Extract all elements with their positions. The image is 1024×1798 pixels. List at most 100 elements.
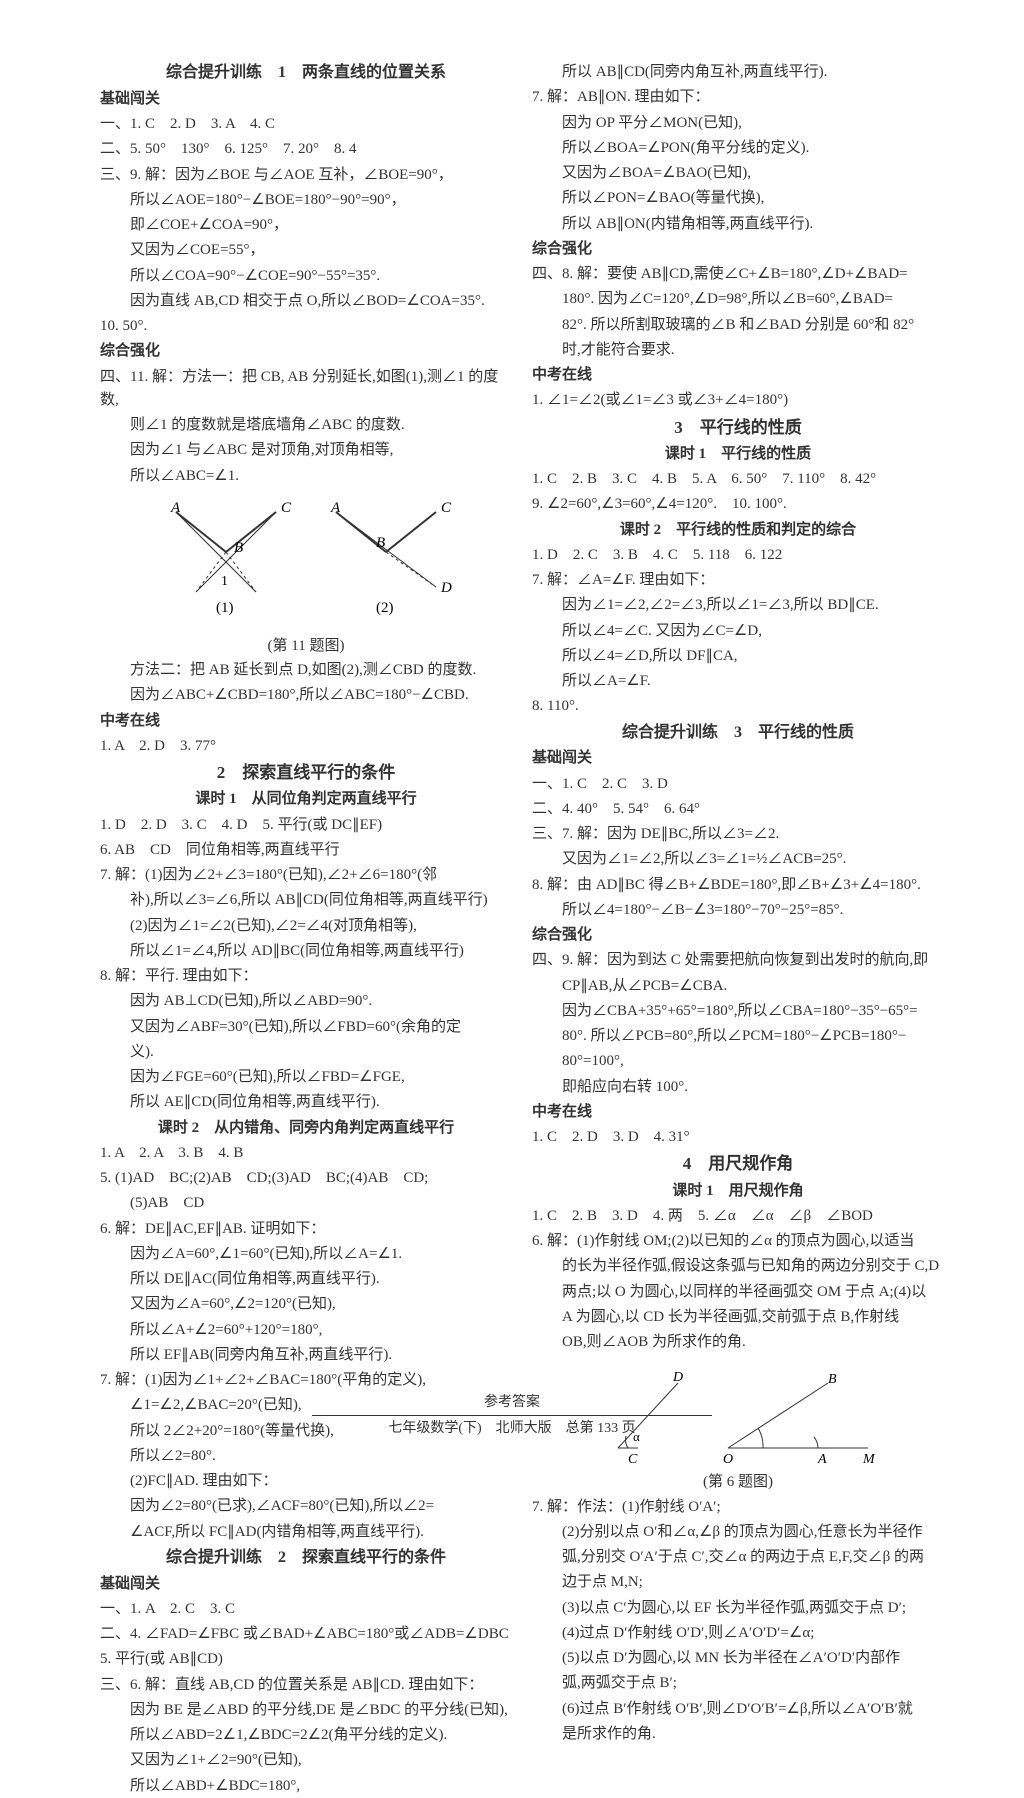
text-line: 是所求作的角. xyxy=(532,1723,944,1746)
text-line: (4)过点 D′作射线 O′D′,则∠A′O′D′=∠α; xyxy=(532,1622,944,1645)
text-line: 8. 110°. xyxy=(532,695,944,718)
svg-text:A: A xyxy=(170,500,181,516)
diagram-1: A C B 1 (1) xyxy=(170,500,292,616)
footer-divider xyxy=(312,1415,712,1416)
subsection: 中考在线 xyxy=(100,710,512,733)
svg-text:1: 1 xyxy=(221,574,228,589)
text-line: 8. 解：平行. 理由如下： xyxy=(100,965,512,988)
subtitle: 课时 1 平行线的性质 xyxy=(532,443,944,466)
text-line: CP∥AB,从∠PCB=∠CBA. xyxy=(532,975,944,998)
text-line: ∠ACF,所以 FC∥AD(内错角相等,两直线平行). xyxy=(100,1521,512,1544)
text-line: 1. C 2. B 3. D 4. 两 5. ∠α ∠α ∠β ∠BOD xyxy=(532,1205,944,1228)
text-line: 7. 解：∠A=∠F. 理由如下： xyxy=(532,569,944,592)
text-line: 所以∠AOE=180°−∠BOE=180°−90°=90°， xyxy=(100,189,512,212)
subtitle: 课时 2 从内错角、同旁内角判定两直线平行 xyxy=(100,1117,512,1140)
text-line: 所以∠4=∠D,所以 DF∥CA, xyxy=(532,645,944,668)
text-line: 因为∠1=∠2,∠2=∠3,所以∠1=∠3,所以 BD∥CE. xyxy=(532,594,944,617)
text-line: 两点;以 O 为圆心,以同样的半径画弧交 OM 于点 A;(4)以 xyxy=(532,1281,944,1304)
text-line: 因为∠1 与∠ABC 是对顶角,对顶角相等, xyxy=(100,439,512,462)
section-title: 4 用尺规作角 xyxy=(532,1151,944,1177)
text-line: 6. 解：(1)作射线 OM;(2)以已知的∠α 的顶点为圆心,以适当 xyxy=(532,1230,944,1253)
diagram-2: A C B D (2) xyxy=(330,500,452,616)
text-line: 弧,分别交 O′A′于点 C′,交∠α 的两边于点 E,F,交∠β 的两 xyxy=(532,1546,944,1569)
svg-text:(1): (1) xyxy=(216,600,234,616)
section-title: 综合提升训练 1 两条直线的位置关系 xyxy=(100,61,512,86)
figure-caption: (第 11 题图) xyxy=(100,635,512,658)
svg-text:C: C xyxy=(628,1452,638,1463)
figure-caption: (第 6 题图) xyxy=(532,1471,944,1494)
text-line: A 为圆心,以 CD 长为半径画弧,交前弧于点 B,作射线 xyxy=(532,1306,944,1329)
svg-text:A: A xyxy=(330,500,341,516)
text-line: 80°. 所以∠PCB=80°,所以∠PCM=180°−∠PCB=180°− xyxy=(532,1025,944,1048)
svg-text:D: D xyxy=(672,1370,683,1385)
text-line: 因为直线 AB,CD 相交于点 O,所以∠BOD=∠COA=35°. xyxy=(100,290,512,313)
text-line: 补),所以∠3=∠6,所以 AB∥CD(同位角相等,两直线平行) xyxy=(100,889,512,912)
text-line: 因为 BE 是∠ABD 的平分线,DE 是∠BDC 的平分线(已知), xyxy=(100,1699,512,1722)
text-line: 7. 解：作法：(1)作射线 O′A′; xyxy=(532,1496,944,1519)
text-line: 即船应向右转 100°. xyxy=(532,1076,944,1099)
text-line: 又因为∠COE=55°， xyxy=(100,239,512,262)
subsection: 综合强化 xyxy=(100,340,512,363)
text-line: (5)AB CD xyxy=(100,1192,512,1215)
section-title: 2 探索直线平行的条件 xyxy=(100,760,512,786)
svg-text:C: C xyxy=(441,500,452,516)
text-line: 二、4. ∠FAD=∠FBC 或∠BAD+∠ABC=180°或∠ADB=∠DBC xyxy=(100,1623,512,1646)
text-line: 二、5. 50° 130° 6. 125° 7. 20° 8. 4 xyxy=(100,138,512,161)
subsection: 综合强化 xyxy=(532,238,944,261)
text-line: 因为∠CBA+35°+65°=180°,所以∠CBA=180°−35°−65°= xyxy=(532,1000,944,1023)
subsection: 综合强化 xyxy=(532,924,944,947)
svg-text:B: B xyxy=(828,1372,837,1387)
text-line: OB,则∠AOB 为所求作的角. xyxy=(532,1331,944,1354)
text-line: 1. A 2. D 3. 77° xyxy=(100,735,512,758)
text-line: 80°=100°, xyxy=(532,1050,944,1073)
text-line: 1. D 2. D 3. C 4. D 5. 平行(或 DC∥EF) xyxy=(100,814,512,837)
subsection: 基础闯关 xyxy=(532,747,944,770)
text-line: 的长为半径作弧,假设这条弧与已知角的两边分别交于 C,D xyxy=(532,1255,944,1278)
svg-text:B: B xyxy=(234,540,243,556)
text-line: 6. AB CD 同位角相等,两直线平行 xyxy=(100,839,512,862)
text-line: 6. 解：DE∥AC,EF∥AB. 证明如下： xyxy=(100,1218,512,1241)
section-title: 3 平行线的性质 xyxy=(532,415,944,441)
text-line: 边于点 M,N; xyxy=(532,1571,944,1594)
text-line: 所以∠A=∠F. xyxy=(532,670,944,693)
text-line: 一、1. A 2. C 3. C xyxy=(100,1598,512,1621)
text-line: 所以 AB∥ON(内错角相等,两直线平行). xyxy=(532,213,944,236)
text-line: 180°. 因为∠C=120°,∠D=98°,所以∠B=60°,∠BAD= xyxy=(532,288,944,311)
text-line: 义). xyxy=(100,1041,512,1064)
svg-text:B: B xyxy=(376,535,385,551)
text-line: (6)过点 B′作射线 O′B′,则∠D′O′B′=∠β,所以∠A′O′B′就 xyxy=(532,1698,944,1721)
text-line: 所以 AB∥CD(同旁内角互补,两直线平行). xyxy=(532,61,944,84)
section-title: 综合提升训练 3 平行线的性质 xyxy=(532,721,944,746)
subtitle: 课时 2 平行线的性质和判定的综合 xyxy=(532,519,944,542)
text-line: (2)分别以点 O′和∠α,∠β 的顶点为圆心,任意长为半径作 xyxy=(532,1521,944,1544)
text-line: 所以 AE∥CD(同位角相等,两直线平行). xyxy=(100,1091,512,1114)
text-line: 四、9. 解：因为到达 C 处需要把航向恢复到出发时的航向,即 xyxy=(532,949,944,972)
text-line: 所以∠2=80°. xyxy=(100,1445,512,1468)
subsection: 中考在线 xyxy=(532,364,944,387)
text-line: (2)因为∠1=∠2(已知),∠2=∠4(对顶角相等), xyxy=(100,915,512,938)
subsection: 中考在线 xyxy=(532,1101,944,1124)
text-line: 7. 解：(1)因为∠2+∠3=180°(已知),∠2+∠6=180°(邻 xyxy=(100,864,512,887)
figure-11: A C B 1 (1) A C B D (2) xyxy=(100,497,512,627)
text-line: (3)以点 C′为圆心,以 EF 长为半径作弧,两弧交于点 D′; xyxy=(532,1597,944,1620)
text-line: 所以∠BOA=∠PON(角平分线的定义). xyxy=(532,137,944,160)
text-line: 所以∠ABD=2∠1,∠BDC=2∠2(角平分线的定义). xyxy=(100,1724,512,1747)
text-line: 7. 解：(1)因为∠1+∠2+∠BAC=180°(平角的定义), xyxy=(100,1369,512,1392)
text-line: 所以∠A+∠2=60°+120°=180°, xyxy=(100,1319,512,1342)
text-line: 又因为∠ABF=30°(已知),所以∠FBD=60°(余角的定 xyxy=(100,1016,512,1039)
text-line: 5. (1)AD BC;(2)AB CD;(3)AD BC;(4)AB CD; xyxy=(100,1167,512,1190)
text-line: 1. A 2. A 3. B 4. B xyxy=(100,1142,512,1165)
text-line: 所以 DE∥AC(同位角相等,两直线平行). xyxy=(100,1268,512,1291)
right-column: 所以 AB∥CD(同旁内角互补,两直线平行). 7. 解：AB∥ON. 理由如下… xyxy=(532,60,944,1430)
text-line: 弧,两弧交于点 B′; xyxy=(532,1672,944,1695)
text-line: 三、7. 解：因为 DE∥BC,所以∠3=∠2. xyxy=(532,823,944,846)
text-line: 5. 平行(或 AB∥CD) xyxy=(100,1648,512,1671)
svg-text:C: C xyxy=(281,500,292,516)
text-line: 一、1. C 2. D 3. A 4. C xyxy=(100,113,512,136)
text-line: 82°. 所以所割取玻璃的∠B 和∠BAD 分别是 60°和 82° xyxy=(532,314,944,337)
svg-text:O: O xyxy=(723,1452,733,1463)
footer-title: 参考答案 xyxy=(312,1392,712,1414)
svg-text:D: D xyxy=(440,580,452,596)
svg-text:M: M xyxy=(862,1452,876,1463)
text-line: 因为∠2=80°(已求),∠ACF=80°(已知),所以∠2= xyxy=(100,1495,512,1518)
